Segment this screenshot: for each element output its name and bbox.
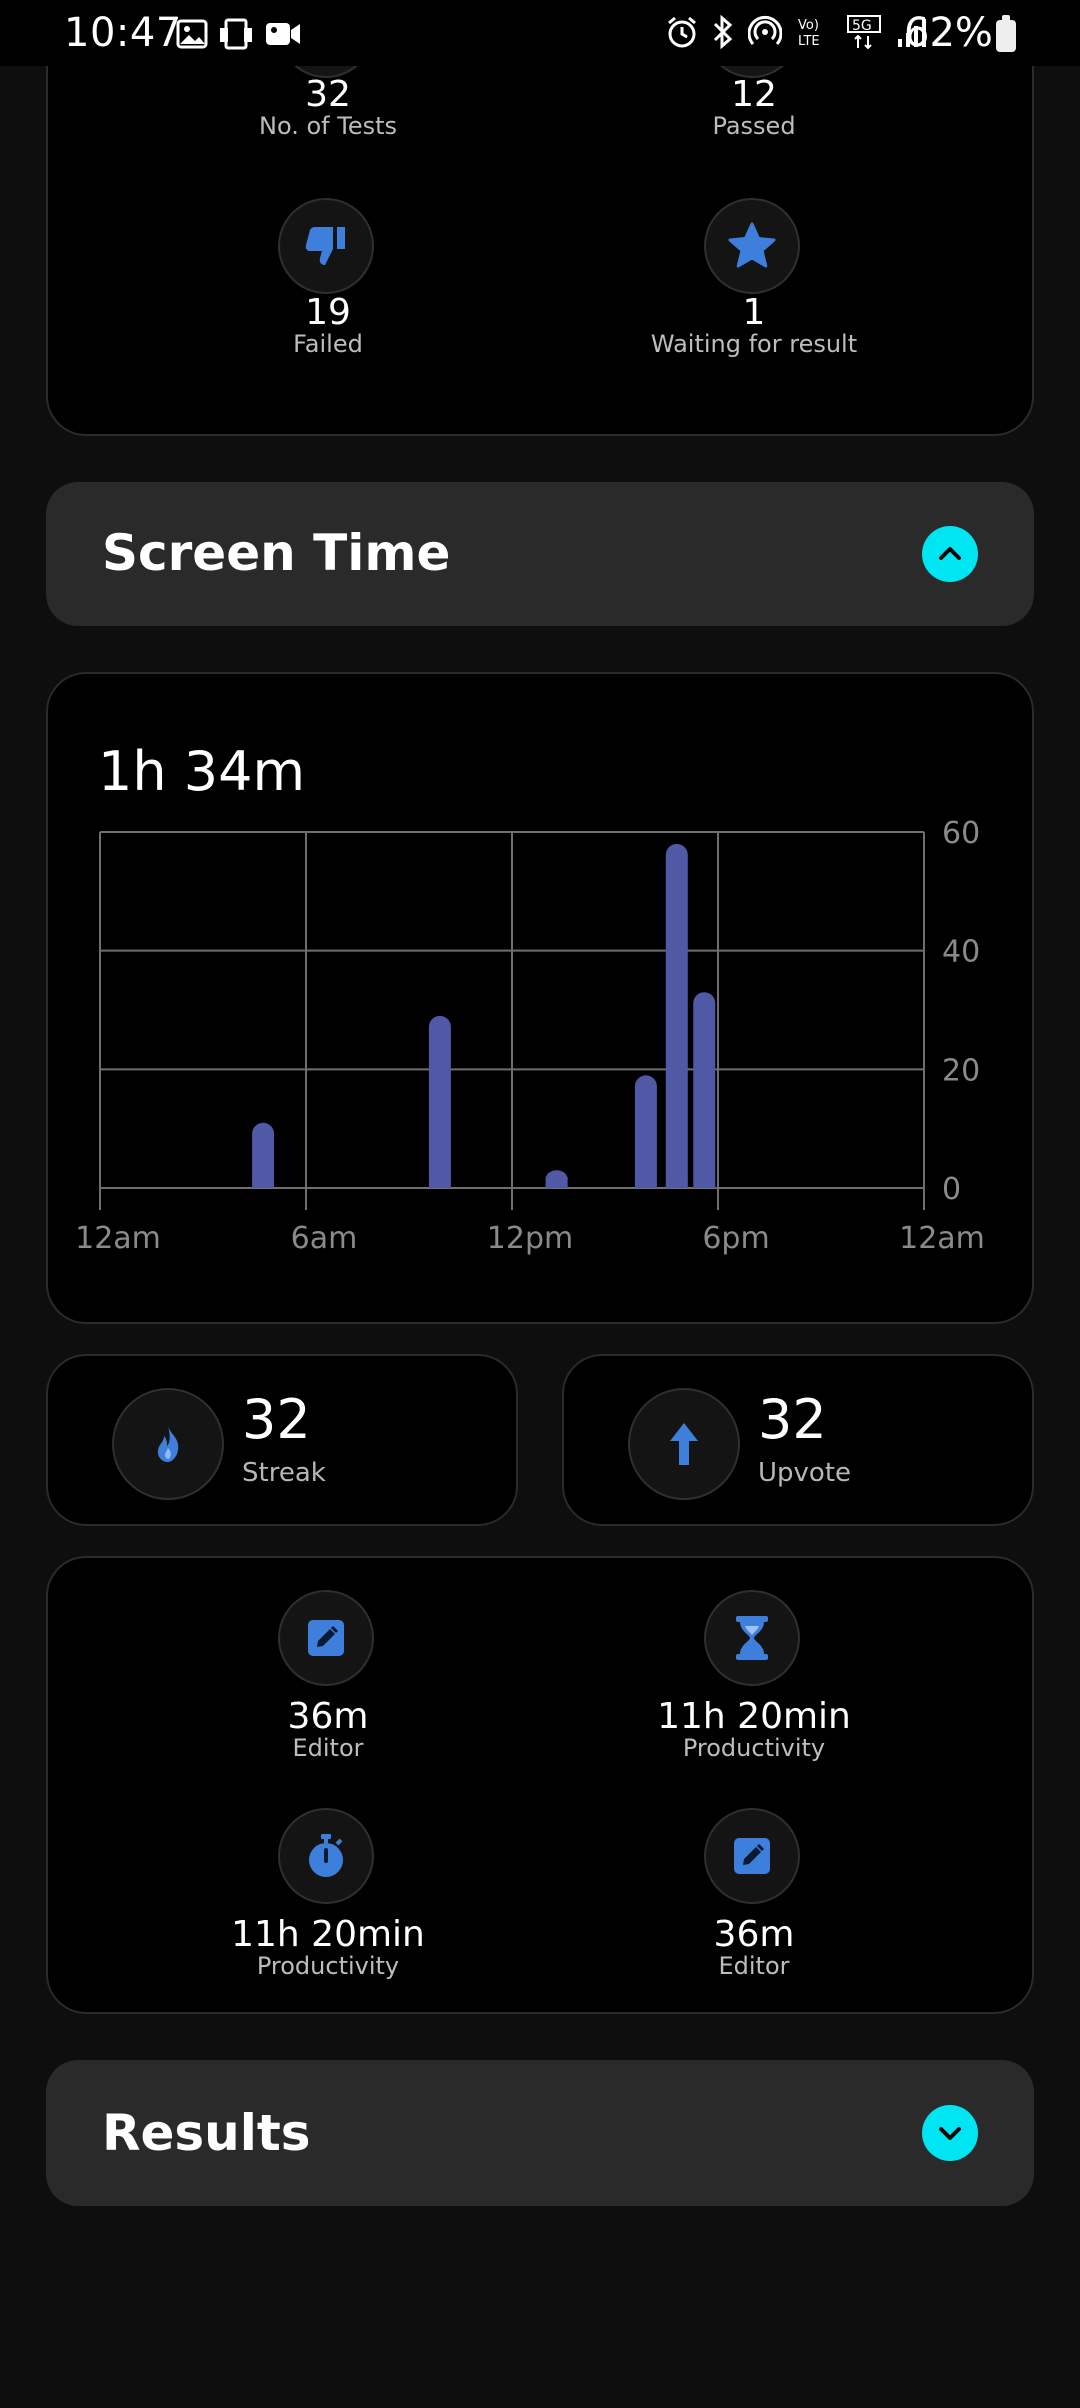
chart-x-tick-label: 12pm <box>487 1221 573 1256</box>
streak-card: 32 Streak <box>46 1354 518 1526</box>
tests-passed-label: Passed <box>712 112 796 140</box>
tests-count-value: 32 <box>305 74 351 115</box>
streak-label: Streak <box>242 1458 326 1488</box>
editor-icon-wrap-2 <box>704 1808 800 1904</box>
screen-time-header[interactable]: Screen Time <box>46 482 1034 626</box>
editor-label-1: Editor <box>292 1734 364 1762</box>
device-icon <box>220 18 252 50</box>
status-bar: 10:47 Vo) LTE 5G 62% <box>0 0 1080 66</box>
chevron-up-icon <box>939 547 961 560</box>
screen-time-chart: 60 40 20 0 12am 6am 12pm 6pm 12am <box>75 816 985 1256</box>
streak-value: 32 <box>242 1388 311 1451</box>
star-icon <box>728 222 776 268</box>
chart-y-tick-label: 20 <box>942 1053 980 1088</box>
tests-failed-icon-wrap <box>278 198 374 294</box>
chart-x-tick-label: 12am <box>75 1221 161 1256</box>
upvote-value: 32 <box>758 1388 827 1451</box>
tests-passed-value: 12 <box>731 74 777 115</box>
video-icon <box>266 23 300 45</box>
svg-text:LTE: LTE <box>798 34 820 49</box>
chart-y-tick-label: 60 <box>942 816 980 851</box>
arrow-up-icon <box>670 1423 698 1465</box>
edit-icon <box>734 1838 770 1874</box>
svg-text:Vo): Vo) <box>798 18 819 33</box>
gallery-icon <box>176 19 208 49</box>
hotspot-icon <box>748 15 782 45</box>
chart-bar-base <box>428 1177 451 1188</box>
alarm-icon <box>668 16 696 48</box>
streak-icon-wrap <box>112 1388 224 1500</box>
thumbs-down-icon <box>305 227 345 265</box>
productivity-label-2: Productivity <box>256 1952 400 1980</box>
productivity-value-2: 11h 20min <box>231 1914 425 1955</box>
chart-bar-base <box>252 1177 275 1188</box>
hourglass-icon <box>736 1616 768 1660</box>
stopwatch-icon-wrap <box>278 1808 374 1904</box>
editor-icon-wrap <box>278 1590 374 1686</box>
edit-icon <box>308 1620 344 1656</box>
volte-icon: Vo)LTE <box>798 18 820 49</box>
tests-waiting-label: Waiting for result <box>650 330 858 358</box>
chart-x-tick-label: 6am <box>291 1221 358 1256</box>
flame-icon <box>157 1426 179 1462</box>
tests-waiting-value: 1 <box>742 292 766 333</box>
productivity-icon-wrap <box>704 1590 800 1686</box>
battery-icon <box>996 15 1016 52</box>
upvote-card: 32 Upvote <box>562 1354 1034 1526</box>
results-expand-button[interactable] <box>922 2105 978 2161</box>
status-time: 10:47 <box>64 10 182 56</box>
screen-time-collapse-button[interactable] <box>922 526 978 582</box>
5g-icon: 5G <box>847 15 881 50</box>
chart-bar-base <box>545 1177 568 1188</box>
status-icons-left <box>176 18 302 50</box>
chart-bar <box>693 992 716 1188</box>
productivity-label-1: Productivity <box>682 1734 826 1762</box>
chevron-down-icon <box>939 2127 961 2140</box>
tests-failed-value: 19 <box>305 292 351 333</box>
upvote-icon-wrap <box>628 1388 740 1500</box>
chart-y-tick-label: 40 <box>942 935 980 970</box>
battery-percent: 62% <box>904 10 993 56</box>
tests-count-label: No. of Tests <box>259 112 397 140</box>
chart-x-tick-label: 12am <box>899 1221 985 1256</box>
bluetooth-icon <box>713 15 733 49</box>
chart-x-tick-label: 6pm <box>702 1221 769 1256</box>
chart-bar-base <box>665 1177 688 1188</box>
chart-bar <box>252 1122 275 1188</box>
results-title: Results <box>102 2104 311 2162</box>
editor-label-2: Editor <box>718 1952 790 1980</box>
activities-card: 36m Editor 11h 20min Productivity 11h 20… <box>46 1556 1034 2014</box>
productivity-value-1: 11h 20min <box>657 1696 851 1737</box>
chart-bar <box>665 843 688 1188</box>
screen-time-title: Screen Time <box>102 524 451 582</box>
chart-bar-base <box>693 1177 716 1188</box>
upvote-label: Upvote <box>758 1458 852 1488</box>
chart-bar <box>428 1015 451 1188</box>
signal-icon <box>898 19 926 47</box>
screen-time-total: 1h 34m <box>98 740 306 803</box>
chart-y-tick-label: 0 <box>942 1172 961 1207</box>
screen-time-chart-card <box>46 672 1034 1324</box>
svg-text:5G: 5G <box>852 18 872 34</box>
tests-waiting-icon-wrap <box>704 198 800 294</box>
stopwatch-icon <box>309 1834 343 1877</box>
chart-bar <box>634 1075 657 1188</box>
chart-bar-base <box>634 1177 657 1188</box>
tests-failed-label: Failed <box>293 330 363 358</box>
status-icons-right: Vo) LTE 5G <box>666 14 930 50</box>
editor-value-1: 36m <box>287 1696 369 1737</box>
results-header[interactable]: Results <box>46 2060 1034 2206</box>
editor-value-2: 36m <box>713 1914 795 1955</box>
